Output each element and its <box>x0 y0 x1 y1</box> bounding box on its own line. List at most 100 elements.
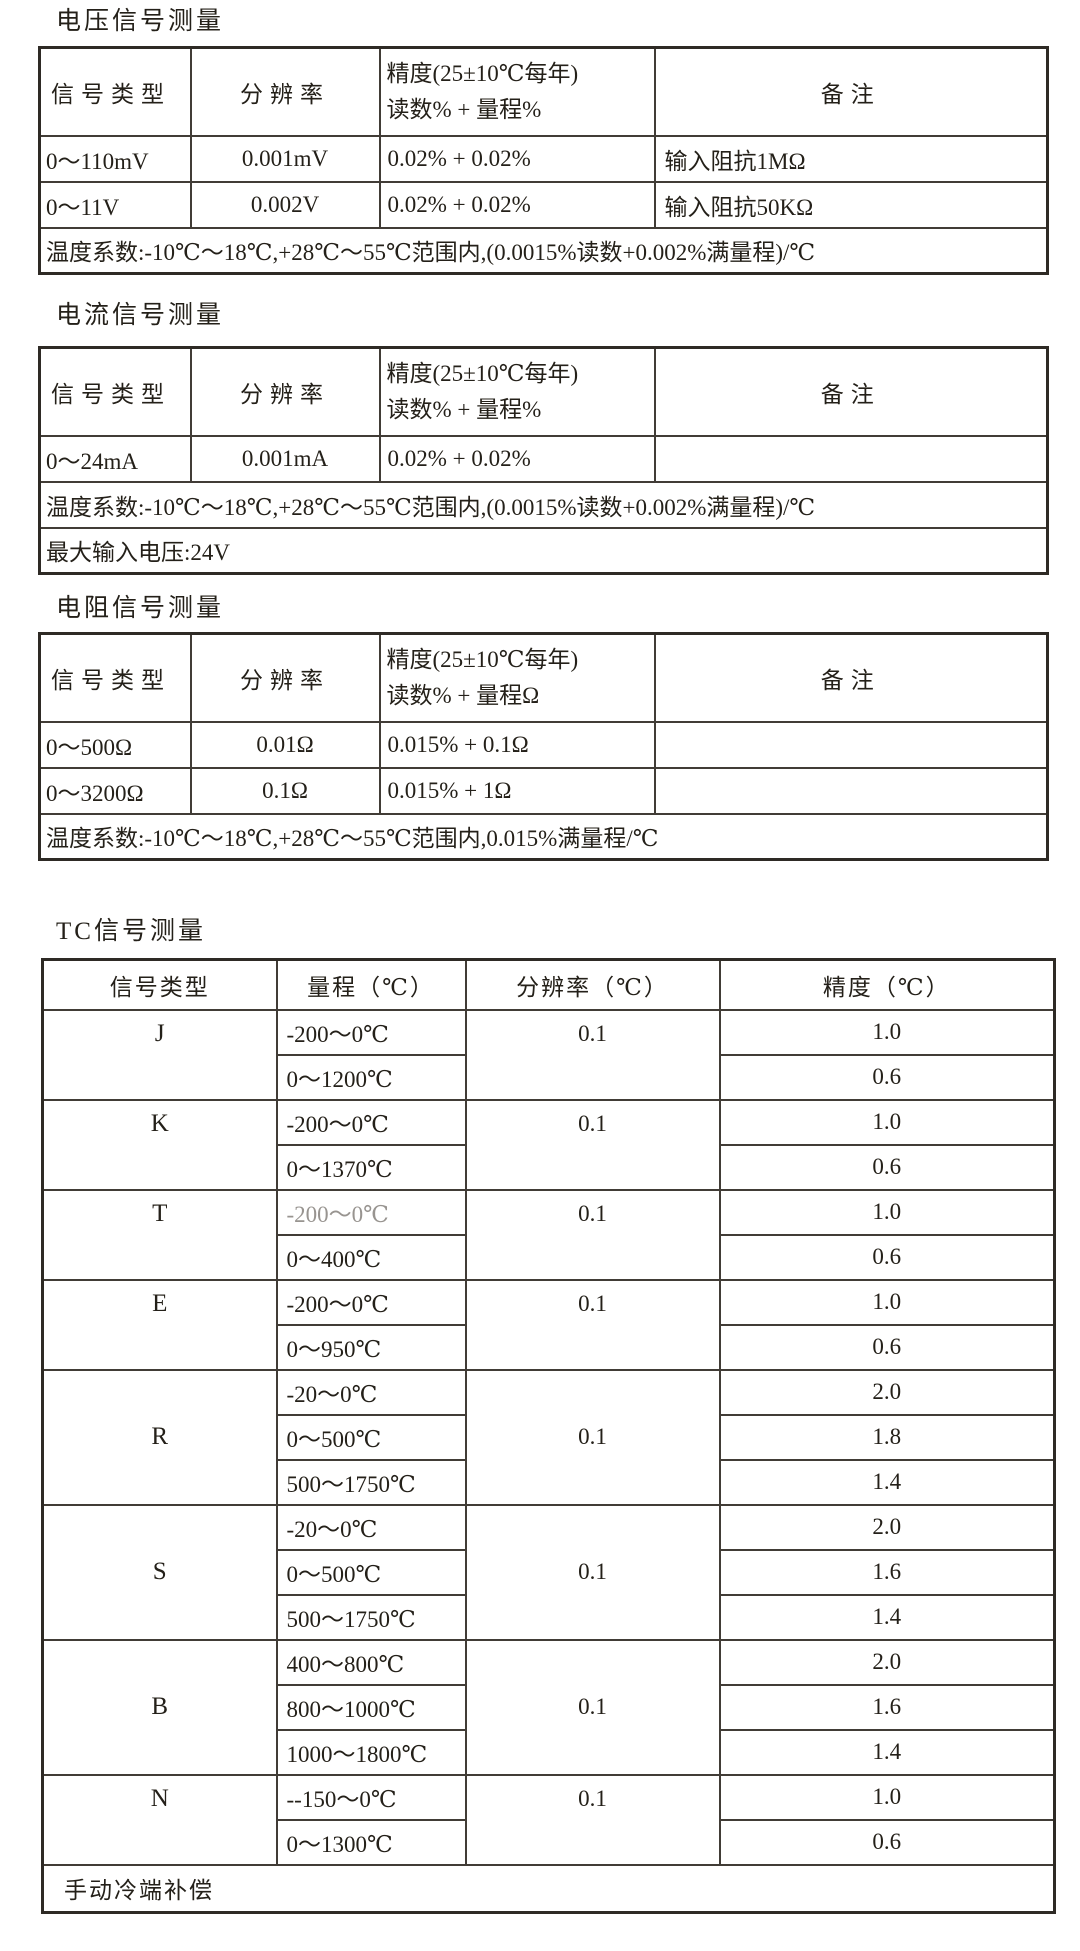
tc-group-label: K <box>41 1098 278 1191</box>
footer-note: 温度系数:-10℃～18℃,+28℃～55℃范围内,(0.0015%读数+0.0… <box>38 226 1049 275</box>
tc-accuracy-cell: 2.0 <box>718 1503 1056 1551</box>
tc-accuracy-cell: 0.6 <box>718 1233 1056 1281</box>
tc-resolution-cell: 0.1 <box>464 1008 721 1101</box>
table-row: 0～950℃ 0.6 <box>43 1323 1056 1371</box>
tc-range-cell: -20～0℃ <box>275 1503 467 1551</box>
cell-accuracy: 0.015% + 1Ω <box>378 766 656 815</box>
tc-resolution-cell: 0.1 <box>464 1638 721 1776</box>
table-row: 0～500℃ 1.8 <box>43 1413 1056 1461</box>
tc-accuracy-cell: 0.6 <box>718 1818 1056 1866</box>
cell-signal-type: 0～24mA <box>38 434 192 483</box>
tc-group-label: R <box>41 1368 278 1506</box>
table-row: 1000～1800℃ 1.4 <box>43 1728 1056 1776</box>
header-cell-accuracy: 精度(25±10℃每年) 读数% + 量程% <box>378 346 656 437</box>
tc-range-cell: 500～1750℃ <box>275 1458 467 1506</box>
tc-resolution-cell: 0.1 <box>464 1188 721 1281</box>
header-cell-range: 量程（℃） <box>275 958 467 1011</box>
table-row: 0～500Ω 0.01Ω 0.015% + 0.1Ω <box>38 720 1049 769</box>
cell-resolution: 0.001mA <box>189 434 381 483</box>
tc-range-cell: 400～800℃ <box>275 1638 467 1686</box>
tc-accuracy-cell: 0.6 <box>718 1323 1056 1371</box>
table-row: R -20～0℃ 0.1 2.0 <box>41 1368 1056 1506</box>
table-title: TC信号测量 <box>56 918 206 945</box>
footer-row: 温度系数:-10℃～18℃,+28℃～55℃范围内,0.015%满量程/℃ <box>38 812 1049 861</box>
accuracy-header-line1: 精度(25±10℃每年) <box>386 360 579 386</box>
tc-footer-note: 手动冷端补偿 <box>41 1863 1056 1914</box>
table-title: 电压信号测量 <box>56 8 225 35</box>
footer-note: 温度系数:-10℃～18℃,+28℃～55℃范围内,(0.0015%读数+0.0… <box>38 480 1049 529</box>
header-cell-remark: 备注 <box>653 632 1049 723</box>
table-row: 0～1370℃ 0.6 <box>43 1143 1056 1191</box>
cell-remark: 输入阻抗1MΩ <box>653 134 1049 183</box>
table-title: 电流信号测量 <box>56 302 225 329</box>
tc-accuracy-cell: 2.0 <box>718 1368 1056 1416</box>
table-row: K -200～0℃ 0.1 1.0 <box>41 1098 1056 1191</box>
table-row: 500～1750℃ 1.4 <box>43 1458 1056 1506</box>
tc-range-cell: 0～500℃ <box>275 1413 467 1461</box>
cell-accuracy: 0.02% + 0.02% <box>378 434 656 483</box>
header-row: 信号类型 分辨率 精度(25±10℃每年) 读数% + 量程% 备注 <box>38 346 1049 437</box>
tc-range-cell: 0～500℃ <box>275 1548 467 1596</box>
tc-range-cell: 0～400℃ <box>275 1233 467 1281</box>
footer-note: 最大输入电压:24V <box>38 526 1049 575</box>
tc-resolution-cell: 0.1 <box>464 1503 721 1641</box>
tc-accuracy-cell: 0.6 <box>718 1143 1056 1191</box>
table-title: 电阻信号测量 <box>56 595 225 622</box>
header-cell-remark: 备注 <box>653 346 1049 437</box>
header-cell-signal-type: 信号类型 <box>38 632 192 723</box>
tc-accuracy-cell: 1.0 <box>718 1008 1056 1056</box>
spec-table: 信号类型 分辨率 精度(25±10℃每年) 读数% + 量程Ω 备注 0～500Ω 0.01… <box>38 632 1049 861</box>
header-cell-remark: 备注 <box>653 46 1049 137</box>
spec-table: 信号类型 分辨率 精度(25±10℃每年) 读数% + 量程% 备注 0～24mA 0.00… <box>38 346 1049 575</box>
tc-resolution-cell: 0.1 <box>464 1098 721 1191</box>
tc-table-section: TC信号测量 信号类型 量程（℃） 分辨率（℃） 精度（℃） J -200～0℃ 0.1 1.0… <box>38 918 1080 1914</box>
header-row: 信号类型 分辨率 精度(25±10℃每年) 读数% + 量程% 备注 <box>38 46 1049 137</box>
tc-group-label: S <box>41 1503 278 1641</box>
accuracy-header-line2: 读数% + 量程Ω <box>386 682 540 708</box>
tc-resolution-cell: 0.1 <box>464 1278 721 1371</box>
tc-range-cell: 0～1300℃ <box>275 1818 467 1866</box>
table-row: T -200～0℃ 0.1 1.0 <box>41 1188 1056 1281</box>
cell-remark: 输入阻抗50KΩ <box>653 180 1049 229</box>
tc-accuracy-cell: 1.6 <box>718 1683 1056 1731</box>
tc-range-cell: 1000～1800℃ <box>275 1728 467 1776</box>
tc-range-cell: --150～0℃ <box>275 1773 467 1821</box>
footer-row: 最大输入电压:24V <box>38 526 1049 575</box>
cell-signal-type: 0～110mV <box>38 134 192 183</box>
tc-range-cell: -200～0℃ <box>275 1188 467 1236</box>
tc-range-cell: -20～0℃ <box>275 1368 467 1416</box>
table-row: 0～11V 0.002V 0.02% + 0.02% 输入阻抗50KΩ <box>38 180 1049 229</box>
tc-range-cell: -200～0℃ <box>275 1278 467 1326</box>
tc-range-cell: 500～1750℃ <box>275 1593 467 1641</box>
tc-range-cell: 0～1200℃ <box>275 1053 467 1101</box>
accuracy-header-line1: 精度(25±10℃每年) <box>386 646 579 672</box>
header-cell-signal-type: 信号类型 <box>41 958 278 1011</box>
tc-range-cell: 0～1370℃ <box>275 1143 467 1191</box>
cell-remark <box>653 434 1049 483</box>
tc-accuracy-cell: 1.8 <box>718 1413 1056 1461</box>
header-row: 信号类型 量程（℃） 分辨率（℃） 精度（℃） <box>41 958 1056 1011</box>
tc-accuracy-cell: 1.6 <box>718 1548 1056 1596</box>
accuracy-header-line2: 读数% + 量程% <box>386 396 542 422</box>
header-cell-accuracy: 精度(25±10℃每年) 读数% + 量程% <box>378 46 656 137</box>
header-cell-resolution: 分辨率 <box>189 632 381 723</box>
cell-resolution: 0.001mV <box>189 134 381 183</box>
tc-group-label: B <box>41 1638 278 1776</box>
tc-group-label: E <box>41 1278 278 1371</box>
table-row: 0～110mV 0.001mV 0.02% + 0.02% 输入阻抗1MΩ <box>38 134 1049 183</box>
header-cell-accuracy: 精度(25±10℃每年) 读数% + 量程Ω <box>378 632 656 723</box>
tc-range-cell: -200～0℃ <box>275 1098 467 1146</box>
header-cell-resolution: 分辨率 <box>189 46 381 137</box>
tc-accuracy-cell: 1.0 <box>718 1278 1056 1326</box>
accuracy-header-line2: 读数% + 量程% <box>386 96 542 122</box>
tc-accuracy-cell: 1.0 <box>718 1188 1056 1236</box>
cell-accuracy: 0.02% + 0.02% <box>378 180 656 229</box>
table-row: B 400～800℃ 0.1 2.0 <box>41 1638 1056 1776</box>
cell-resolution: 0.1Ω <box>189 766 381 815</box>
cell-signal-type: 0～500Ω <box>38 720 192 769</box>
table-row: 0～400℃ 0.6 <box>43 1233 1056 1281</box>
tc-range-cell: 0～950℃ <box>275 1323 467 1371</box>
table-row: 0～500℃ 1.6 <box>43 1548 1056 1596</box>
footer-note: 温度系数:-10℃～18℃,+28℃～55℃范围内,0.015%满量程/℃ <box>38 812 1049 861</box>
tc-group-label: J <box>41 1008 278 1101</box>
